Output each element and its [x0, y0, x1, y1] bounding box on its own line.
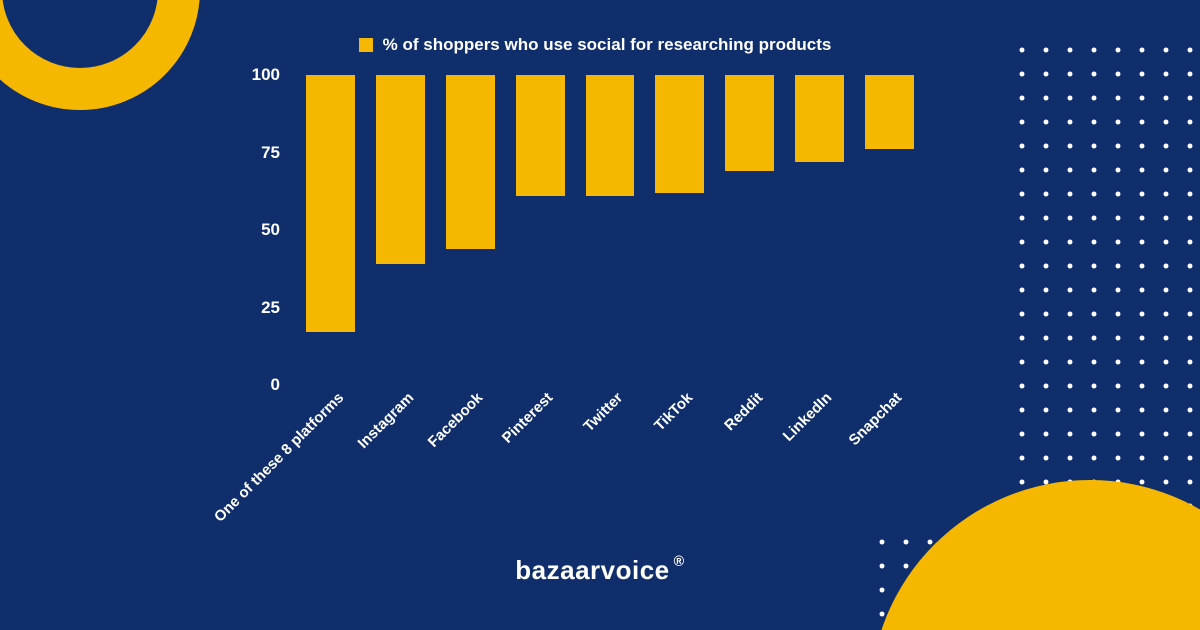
y-tick-label: 100 [252, 65, 280, 85]
bar [446, 75, 495, 249]
y-tick-label: 25 [261, 298, 280, 318]
x-tick-label: Instagram [354, 389, 417, 452]
bar [586, 75, 635, 196]
canvas: % of shoppers who use social for researc… [0, 0, 1200, 630]
y-tick-label: 50 [261, 220, 280, 240]
legend-label: % of shoppers who use social for researc… [383, 35, 832, 55]
chart-plot-area: One of these 8 platformsInstagramFaceboo… [290, 75, 930, 385]
bar-column: Reddit [715, 75, 785, 385]
bar-column: Facebook [436, 75, 506, 385]
bar-column: Twitter [575, 75, 645, 385]
x-tick-label: Twitter [580, 389, 626, 435]
brand-text: bazaarvoice [515, 555, 669, 586]
bar-column: Pinterest [505, 75, 575, 385]
x-tick-label: Facebook [425, 389, 487, 451]
y-tick-label: 75 [261, 143, 280, 163]
bar-column: One of these 8 platforms [296, 75, 366, 385]
bar [516, 75, 565, 196]
y-tick-label: 0 [271, 375, 280, 395]
x-tick-label: TikTok [651, 389, 696, 434]
x-tick-label: Snapchat [846, 389, 906, 449]
registered-mark-icon: ® [674, 554, 685, 570]
bar [865, 75, 914, 149]
x-tick-label: One of these 8 platforms [211, 389, 347, 525]
chart-bars: One of these 8 platformsInstagramFaceboo… [290, 75, 930, 385]
x-tick-label: Pinterest [499, 389, 556, 446]
bar [306, 75, 355, 332]
bar-chart: % of shoppers who use social for researc… [235, 35, 955, 465]
bar-column: Instagram [366, 75, 436, 385]
x-tick-label: Reddit [721, 389, 766, 434]
bar-column: LinkedIn [784, 75, 854, 385]
legend-swatch-icon [359, 38, 373, 52]
bar [376, 75, 425, 264]
bar-column: Snapchat [854, 75, 924, 385]
bar [795, 75, 844, 162]
decor-ring [0, 0, 200, 110]
bar [655, 75, 704, 193]
brand-logo: bazaarvoice ® [0, 555, 1200, 586]
chart-legend: % of shoppers who use social for researc… [235, 35, 955, 55]
bar [725, 75, 774, 171]
x-tick-label: LinkedIn [780, 389, 836, 445]
bar-column: TikTok [645, 75, 715, 385]
